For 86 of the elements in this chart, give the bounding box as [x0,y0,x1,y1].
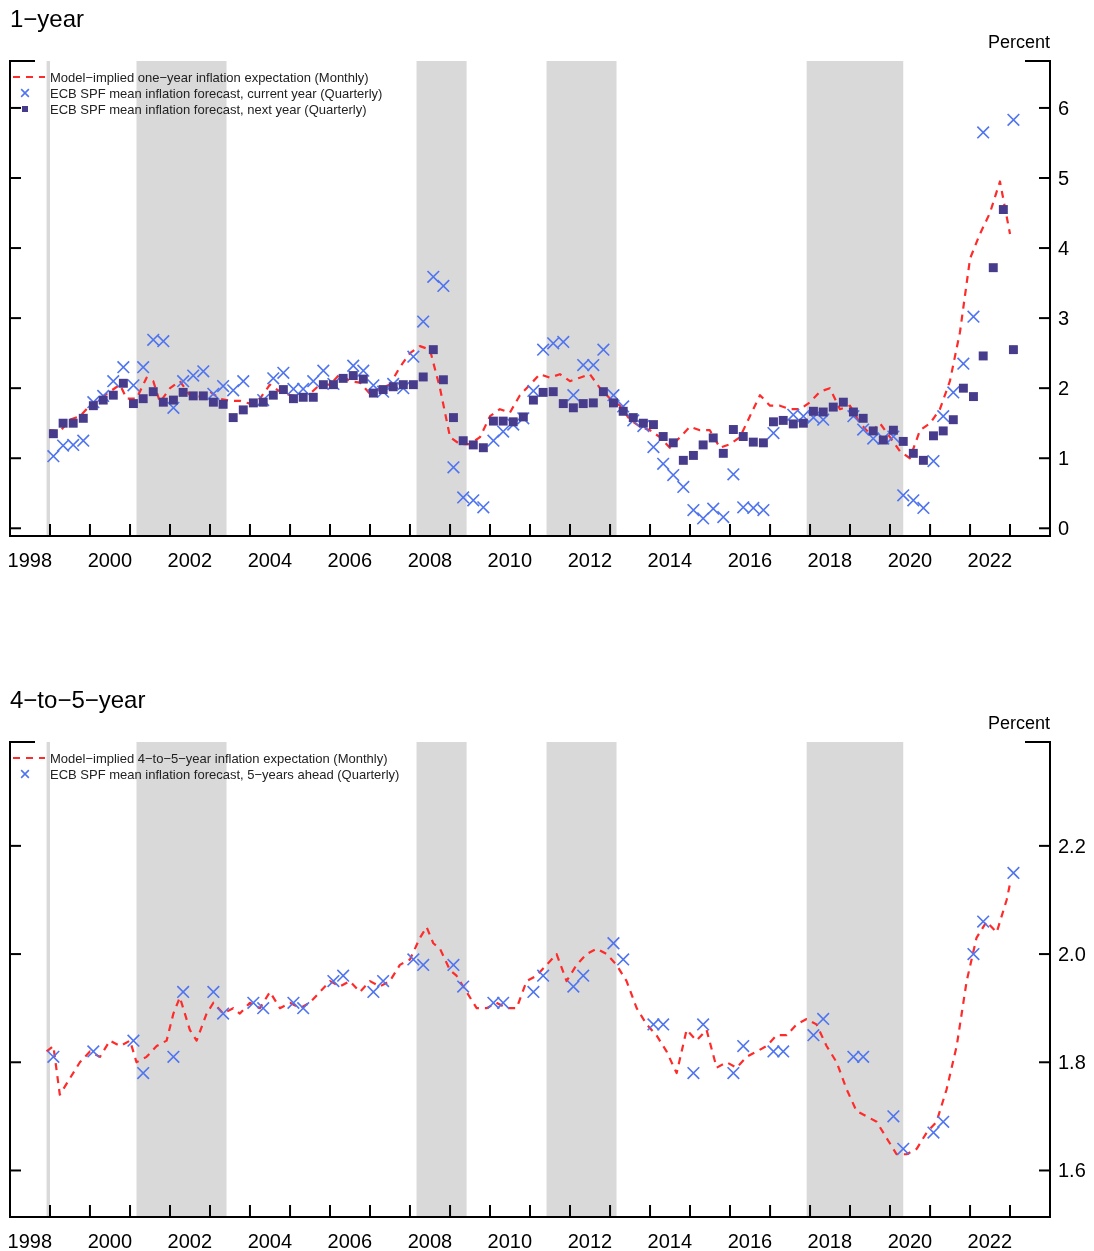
x-tick-label: 2000 [87,1230,133,1251]
y-tick-label: 4 [1058,237,1070,260]
point [416,958,430,972]
legend-label: ECB SPF mean inflation forecast, 5−years ahead (Quarterly) [50,766,400,782]
point [246,996,260,1010]
x-tick-label: 2008 [407,549,453,571]
point [406,952,420,967]
legend-label: Model−implied 4−to−5−year inflation expectation (Monthly) [50,750,388,766]
x-tick-label: 2000 [87,549,133,571]
x-tick-label: 1998 [7,1230,53,1251]
x-tick-label: 2020 [887,1230,933,1251]
point [176,985,190,999]
x-tick-label: 2014 [647,1230,693,1251]
legend-label: ECB SPF mean inflation forecast, current year (Quarterly) [50,85,383,101]
y-tick-label: 2.0 [1058,943,1086,966]
point [46,1050,60,1064]
x-tick-label: 2004 [247,1230,293,1251]
y-tick-label: 2.2 [1058,834,1086,857]
x-tick-label: 2020 [887,549,933,571]
x-tick-label: 2002 [167,1230,213,1251]
point [206,985,220,999]
x-tick-label: 2004 [247,549,293,571]
point [616,952,630,967]
point [896,1142,910,1156]
point [816,1012,830,1026]
x-tick-label: 2010 [487,549,533,571]
x-tick-label: 2018 [807,549,853,571]
x-tick-label: 2012 [567,549,613,571]
x-tick-label: 1998 [7,549,53,571]
point [606,936,621,950]
y-axis-title: Percent [987,713,1050,733]
legend-label: ECB SPF mean inflation forecast, next year (Quarterly) [50,101,367,117]
point [726,1066,740,1080]
point [456,979,470,994]
point [966,947,981,961]
chart-title: 1−year [10,5,85,32]
point [216,1006,230,1021]
x-tick-label: 2016 [727,1230,773,1251]
point [926,1125,941,1140]
point [326,974,341,988]
point [806,1028,821,1042]
x-tick-label: 2018 [807,1230,853,1251]
point [166,1050,181,1064]
point [446,958,461,972]
point [526,985,541,999]
y-tick-label: 0 [1058,517,1070,540]
point [286,996,301,1010]
line-series [45,882,1012,1156]
point [576,969,590,983]
point [86,1044,100,1059]
point [126,1034,141,1048]
point [536,969,550,983]
point [136,1066,150,1080]
point [366,985,380,999]
y-tick-label: 6 [1058,96,1070,119]
point [1006,866,1021,880]
y-tick-label: 5 [1058,167,1070,189]
x-tick-label: 2014 [647,549,693,571]
point [336,969,350,983]
y-axis-title: Percent [987,32,1050,52]
chart-title: 4−to−5−year [10,686,146,713]
point [566,979,580,994]
point [376,974,390,988]
point [696,1017,710,1032]
y-tick-label: 2 [1058,377,1070,400]
x-tick-label: 2006 [327,549,373,571]
x-tick-label: 2002 [167,549,213,571]
x-tick-label: 2008 [407,1230,453,1251]
legend-label: Model−implied one−year inflation expectation (Monthly) [50,69,369,85]
point [886,1109,900,1123]
point [296,1001,310,1015]
x-tick-label: 2022 [967,549,1013,571]
x-tick-label: 2016 [727,549,773,571]
y-tick-label: 1.6 [1058,1159,1086,1182]
x-tick-label: 2012 [567,1230,613,1251]
y-tick-label: 1 [1058,447,1070,470]
y-tick-label: 3 [1058,307,1070,330]
point [256,1001,270,1015]
point [936,1115,950,1129]
point [736,1039,750,1053]
x-tick-label: 2022 [967,1230,1013,1251]
y-tick-label: 1.8 [1058,1051,1086,1074]
x-tick-label: 2006 [327,1230,373,1251]
point [976,915,990,929]
point [686,1066,701,1080]
x-tick-label: 2010 [487,1230,533,1251]
